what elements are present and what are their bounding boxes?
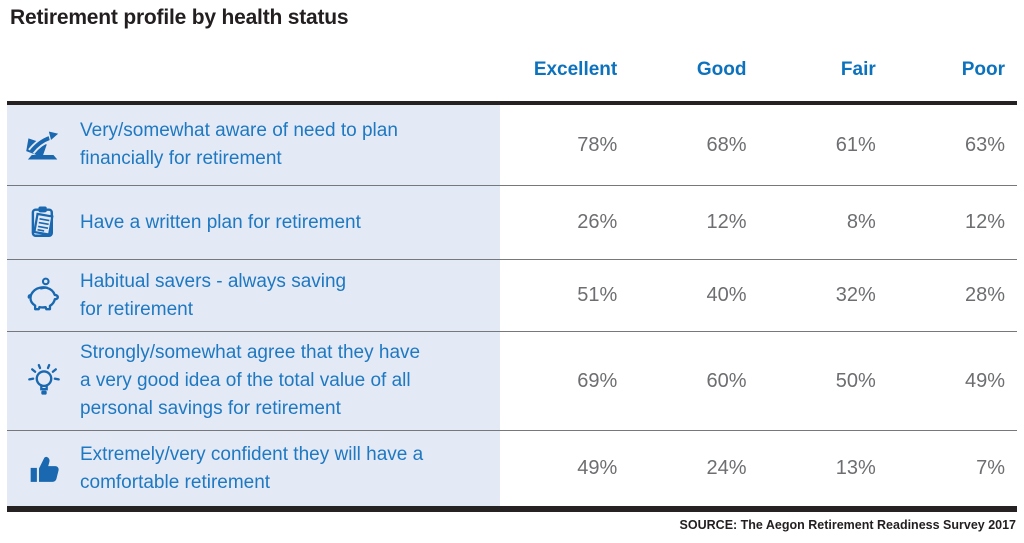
value-cell: 32% — [835, 284, 876, 306]
table-row: Very/somewhat aware of need to plan fina… — [7, 105, 1017, 186]
value-cell: 40% — [706, 284, 747, 306]
value-cell: 7% — [976, 457, 1005, 479]
column-headers: Excellent Good Fair Poor — [500, 59, 1017, 81]
row-label: Very/somewhat aware of need to plan fina… — [80, 120, 398, 169]
table-row: Habitual savers - always saving for reti… — [7, 260, 1017, 332]
value-cell: 49% — [577, 457, 618, 479]
thumbs-up-icon — [7, 449, 80, 489]
value-cell: 61% — [835, 133, 876, 156]
row-label-cell: Strongly/somewhat agree that they have a… — [7, 332, 500, 430]
column-header-fair: Fair — [840, 59, 876, 80]
row-label-cell: Very/somewhat aware of need to plan fina… — [7, 105, 500, 185]
row-values: 49% 24% 13% 7% — [500, 431, 1017, 506]
value-cell: 63% — [964, 133, 1005, 156]
row-values: 51% 40% 32% 28% — [500, 260, 1017, 331]
value-cell: 13% — [835, 457, 876, 479]
table-row: Have a written plan for retirement 26% 1… — [7, 186, 1017, 260]
value-cell: 8% — [846, 211, 876, 233]
column-header-good: Good — [696, 59, 747, 80]
row-label: Habitual savers - always saving for reti… — [80, 270, 347, 320]
row-values: 69% 60% 50% 49% — [500, 332, 1017, 430]
row-label: Extremely/very confident they will have … — [80, 443, 424, 493]
value-cell: 28% — [964, 284, 1005, 306]
row-label-cell: Have a written plan for retirement — [7, 186, 500, 259]
value-cell: 50% — [835, 369, 876, 392]
page-title: Retirement profile by health status — [10, 6, 349, 29]
value-cell: 24% — [706, 457, 747, 479]
value-cell: 68% — [706, 133, 747, 156]
column-header-row: Excellent Good Fair Poor — [7, 50, 1017, 90]
value-cell: 51% — [577, 284, 618, 306]
table-row: Extremely/very confident they will have … — [7, 431, 1017, 506]
lightbulb-icon — [7, 360, 80, 402]
row-label-cell: Habitual savers - always saving for reti… — [7, 260, 500, 331]
piggy-bank-icon — [7, 275, 80, 317]
growth-chart-icon — [7, 125, 80, 165]
value-cell: 49% — [964, 369, 1005, 392]
column-header-excellent: Excellent — [533, 59, 618, 80]
clipboard-icon — [7, 203, 80, 243]
row-values: 78% 68% 61% 63% — [500, 105, 1017, 185]
value-cell: 69% — [577, 369, 618, 392]
value-cell: 12% — [964, 211, 1005, 233]
value-cell: 60% — [706, 369, 747, 392]
row-label: Strongly/somewhat agree that they have a… — [80, 342, 421, 419]
value-cell: 26% — [577, 211, 618, 233]
source-note: SOURCE: The Aegon Retirement Readiness S… — [679, 518, 1016, 532]
row-label: Have a written plan for retirement — [80, 211, 361, 233]
health-status-table: Very/somewhat aware of need to plan fina… — [7, 101, 1017, 512]
row-values: 26% 12% 8% 12% — [500, 186, 1017, 259]
value-cell: 78% — [577, 133, 618, 156]
row-label-cell: Extremely/very confident they will have … — [7, 431, 500, 506]
value-cell: 12% — [706, 211, 747, 233]
table-row: Strongly/somewhat agree that they have a… — [7, 332, 1017, 431]
column-header-poor: Poor — [961, 59, 1005, 80]
